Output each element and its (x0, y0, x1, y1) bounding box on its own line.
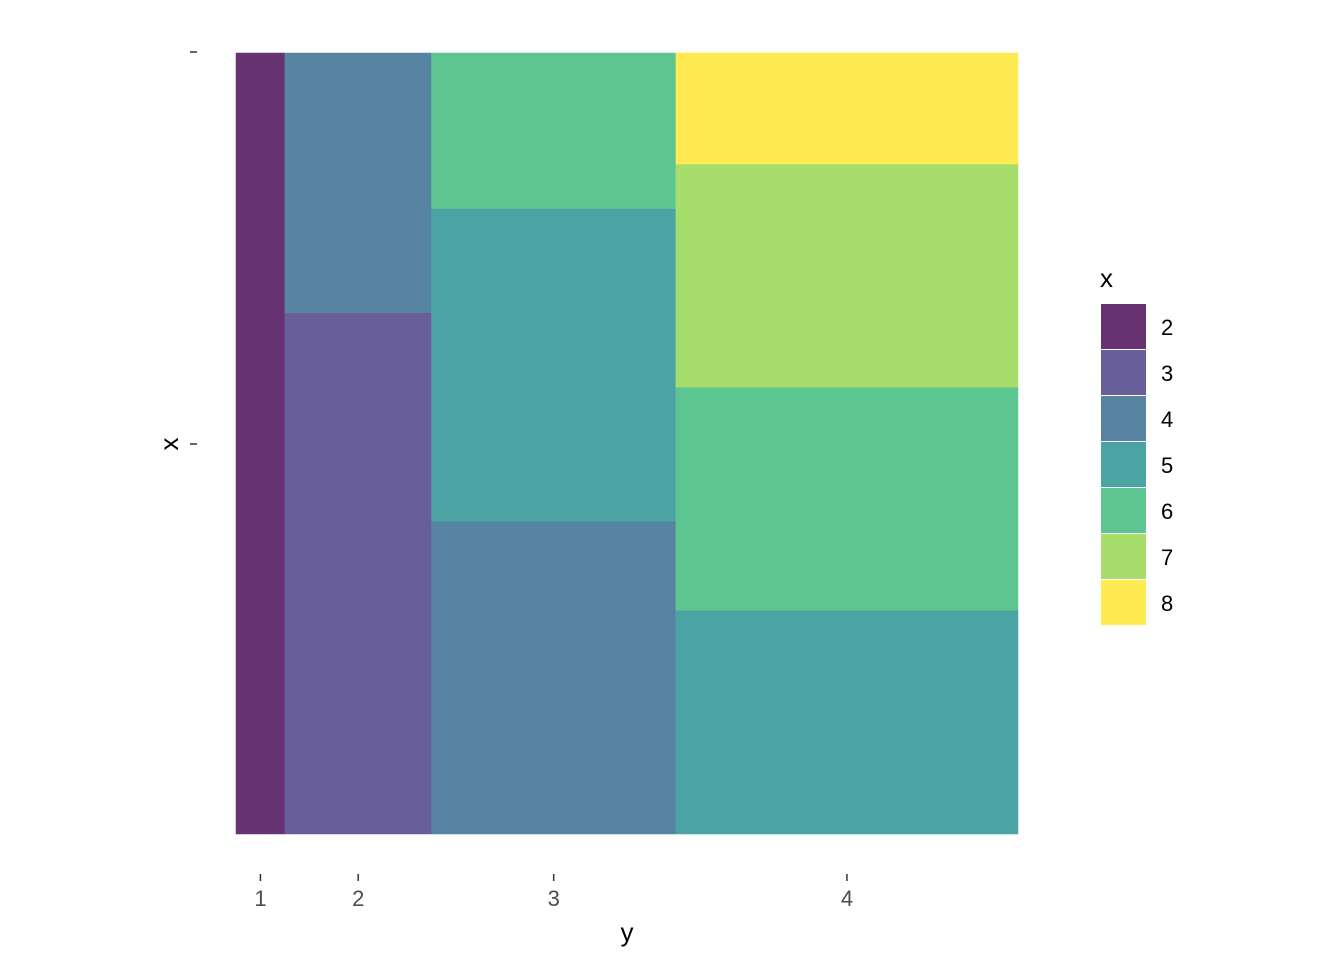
legend-title: x (1100, 263, 1113, 293)
legend-label: 2 (1161, 315, 1173, 340)
mosaic-tile-4-5 (675, 610, 1019, 835)
legend-key-5 (1101, 442, 1146, 487)
legend-label: 4 (1161, 407, 1173, 432)
x-tick-label: 1 (254, 886, 266, 911)
mosaic-tile-2-4 (284, 52, 432, 314)
legend-key-8 (1101, 580, 1146, 625)
legend-label: 7 (1161, 545, 1173, 570)
mosaic-tile-3-6 (431, 52, 677, 210)
legend-key-7 (1101, 534, 1146, 579)
plot-panel (235, 52, 1019, 835)
mosaic-tile-1-2 (235, 52, 286, 835)
y-axis (190, 51, 197, 445)
x-axis: 1 2 3 4 (254, 874, 853, 911)
legend-key-2 (1101, 304, 1146, 349)
legend-label: 5 (1161, 453, 1173, 478)
x-tick-label: 4 (841, 886, 853, 911)
mosaic-tile-4-7 (675, 164, 1019, 388)
x-axis-title: y (621, 917, 634, 947)
legend-key-3 (1101, 350, 1146, 395)
legend-key-6 (1101, 488, 1146, 533)
mosaic-tile-3-5 (431, 208, 677, 522)
x-tick-label: 2 (352, 886, 364, 911)
mosaic-tile-4-6 (675, 387, 1019, 612)
legend-key-4 (1101, 396, 1146, 441)
mosaic-tile-4-8 (675, 52, 1019, 165)
y-axis-title: x (154, 438, 184, 451)
legend: x 2 3 4 5 6 7 8 (1100, 263, 1173, 625)
legend-label: 8 (1161, 591, 1173, 616)
legend-label: 3 (1161, 361, 1173, 386)
mosaic-tile-2-3 (284, 313, 432, 835)
mosaic-tile-3-4 (431, 521, 677, 835)
x-tick-label: 3 (548, 886, 560, 911)
legend-label: 6 (1161, 499, 1173, 524)
